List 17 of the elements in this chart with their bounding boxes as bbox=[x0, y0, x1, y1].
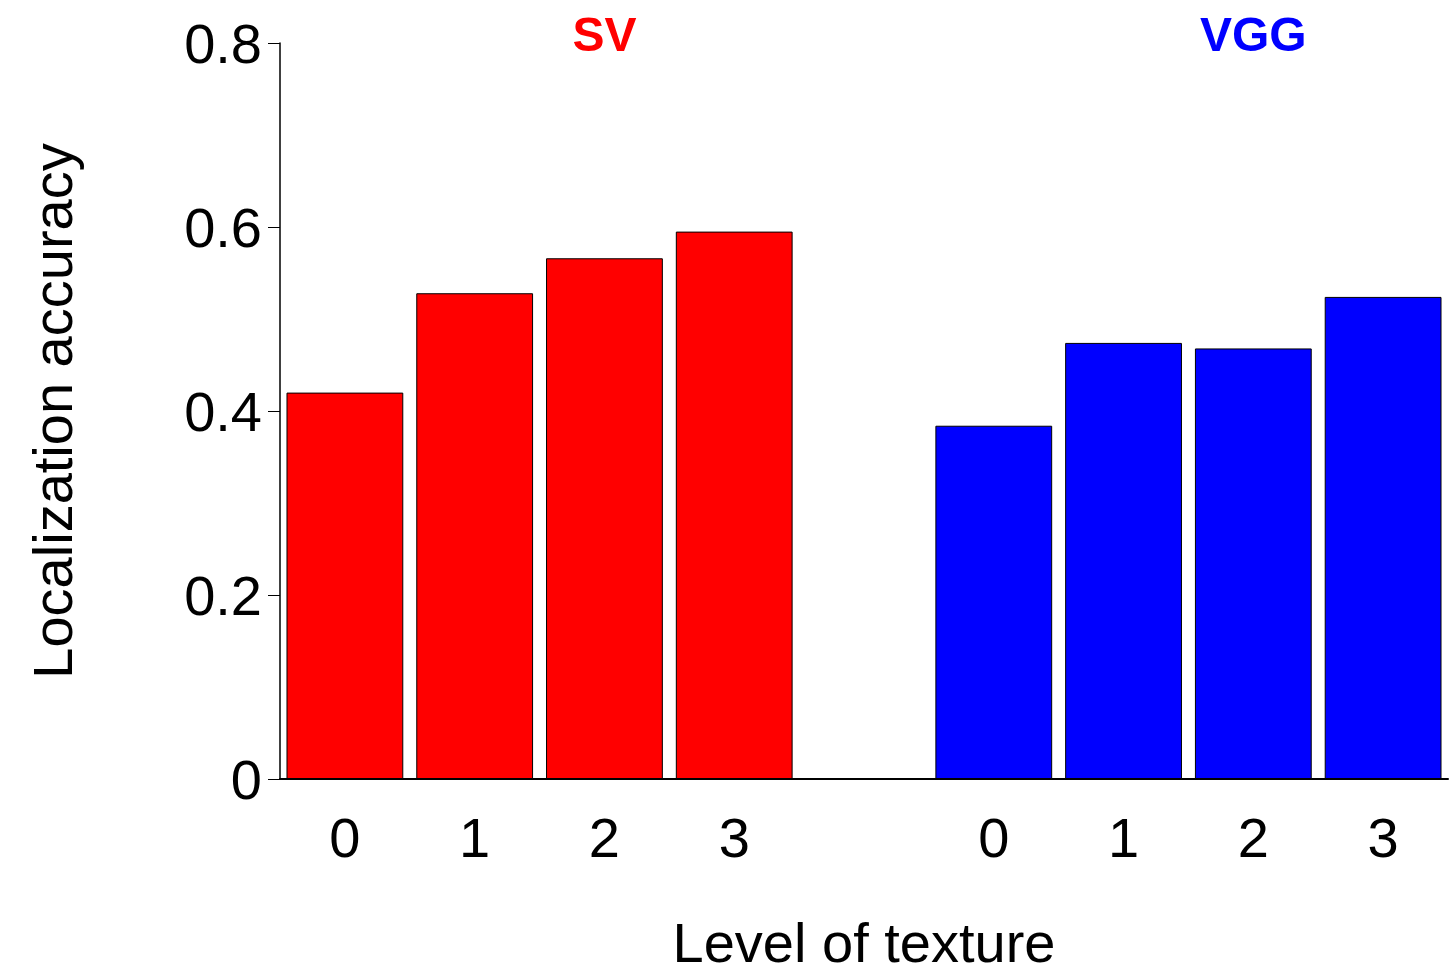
y-tick-label: 0 bbox=[230, 747, 262, 811]
x-tick-label: 2 bbox=[588, 805, 621, 869]
x-tick-label: 3 bbox=[718, 805, 750, 869]
y-tick-label: 0.6 bbox=[184, 195, 262, 259]
text: VGG bbox=[1199, 7, 1307, 61]
x-tick-label: 1 bbox=[1107, 805, 1140, 869]
y-tick-label: 0.8 bbox=[184, 11, 262, 75]
text: SV bbox=[572, 7, 637, 61]
x-tick-label: 1 bbox=[459, 805, 491, 869]
y-tick-label: 0.4 bbox=[184, 379, 262, 443]
x-tick-label: 0 bbox=[978, 805, 1010, 869]
x-tick-label: 3 bbox=[1367, 805, 1399, 869]
y-tick-label: 0.2 bbox=[184, 563, 262, 627]
y-axis-title: Localization accuracy bbox=[20, 143, 84, 679]
x-tick-label: 0 bbox=[329, 805, 361, 869]
x-tick-label: 2 bbox=[1237, 805, 1269, 869]
x-axis-title: Level of texture bbox=[672, 910, 1056, 974]
